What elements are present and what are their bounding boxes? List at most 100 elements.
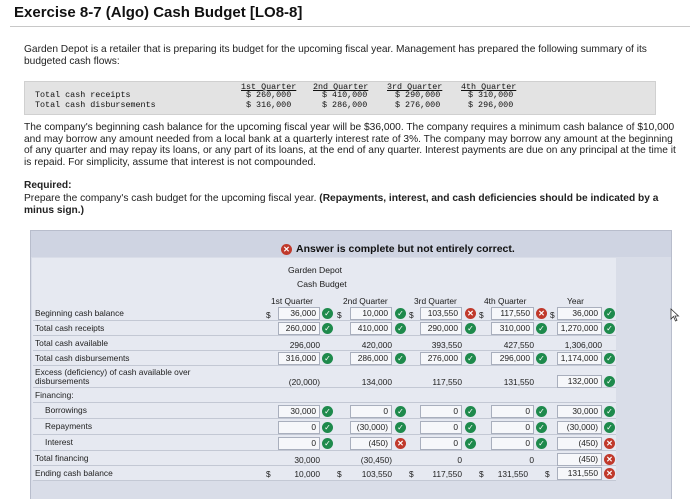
input-ending-year[interactable]: 131,550	[557, 467, 602, 480]
input-receipts-year[interactable]: 1,270,000	[557, 322, 602, 335]
row-label: Excess (deficiency) of cash available ov…	[35, 367, 191, 377]
value-excess-q3: 117,550	[432, 377, 462, 387]
summary-cell: $ 290,000	[395, 90, 441, 100]
row-cash-disbursements: Total cash disbursements	[33, 351, 616, 366]
value-ending-q2: 103,550	[361, 469, 392, 479]
mouse-cursor-icon	[670, 308, 680, 322]
summary-row-label: Total cash disbursements	[35, 100, 156, 110]
input-excess-year[interactable]: 132,000	[557, 375, 602, 388]
row-label: Beginning cash balance	[35, 308, 124, 318]
required-text: Prepare the company's cash budget for th…	[24, 193, 664, 216]
check-circle-icon: ✓	[395, 422, 406, 433]
check-circle-icon: ✓	[604, 323, 615, 334]
summary-col-4: 4th Quarter	[461, 82, 517, 92]
currency-sign: $	[479, 310, 484, 320]
answer-banner: ✕ Answer is complete but not entirely co…	[281, 243, 515, 255]
input-disbursements-year[interactable]: 1,174,000	[557, 352, 602, 365]
row-cash-receipts: Total cash receipts	[33, 321, 616, 336]
input-repayments-q3[interactable]: 0	[420, 421, 462, 434]
input-interest-q3[interactable]: 0	[420, 437, 462, 450]
row-label: Interest	[45, 437, 73, 447]
row-label: Borrowings	[45, 405, 87, 415]
check-circle-icon: ✓	[536, 438, 547, 449]
divider	[10, 26, 690, 27]
page-title: Exercise 8-7 (Algo) Cash Budget [LO8-8]	[14, 4, 303, 21]
check-circle-icon: ✓	[536, 406, 547, 417]
input-beginning-q4[interactable]: 117,550	[491, 307, 534, 320]
answer-header	[31, 231, 671, 257]
currency-sign: $	[479, 469, 484, 479]
check-circle-icon: ✓	[322, 406, 333, 417]
value-financing-q4: 0	[529, 455, 534, 465]
input-repayments-q2[interactable]: (30,000)	[350, 421, 392, 434]
check-circle-icon: ✓	[536, 323, 547, 334]
row-interest: Interest	[33, 435, 616, 451]
value-ending-q1: 10,000	[294, 469, 320, 479]
currency-sign: $	[337, 310, 342, 320]
check-circle-icon: ✓	[395, 406, 406, 417]
input-receipts-q1[interactable]: 260,000	[278, 322, 320, 335]
x-circle-icon: ✕	[604, 438, 615, 449]
input-beginning-q1[interactable]: 36,000	[278, 307, 320, 320]
summary-cell: $ 316,000	[246, 100, 292, 110]
check-circle-icon: ✓	[395, 323, 406, 334]
input-disbursements-q3[interactable]: 276,000	[420, 352, 462, 365]
answer-banner-text: Answer is complete but not entirely corr…	[296, 243, 515, 255]
input-borrowings-q4[interactable]: 0	[491, 405, 534, 418]
row-label: Financing:	[35, 390, 74, 400]
currency-sign: $	[266, 310, 271, 320]
input-borrowings-year[interactable]: 30,000	[557, 405, 602, 418]
input-interest-year[interactable]: (450)	[557, 437, 602, 450]
check-circle-icon: ✓	[322, 308, 333, 319]
input-disbursements-q1[interactable]: 316,000	[278, 352, 320, 365]
input-interest-q4[interactable]: 0	[491, 437, 534, 450]
input-disbursements-q2[interactable]: 286,000	[350, 352, 392, 365]
check-circle-icon: ✓	[604, 353, 615, 364]
input-interest-q2[interactable]: (450)	[350, 437, 392, 450]
value-ending-q4: 131,550	[497, 469, 528, 479]
input-receipts-q3[interactable]: 290,000	[420, 322, 462, 335]
value-financing-q3: 0	[457, 455, 462, 465]
input-receipts-q2[interactable]: 410,000	[350, 322, 392, 335]
summary-cell: $ 410,000	[322, 90, 368, 100]
input-repayments-q4[interactable]: 0	[491, 421, 534, 434]
value-available-q2: 420,000	[361, 340, 392, 350]
check-circle-icon: ✓	[536, 422, 547, 433]
row-repayments: Repayments	[33, 419, 616, 435]
summary-col-1: 1st Quarter	[241, 82, 297, 92]
input-beginning-q3[interactable]: 103,550	[420, 307, 462, 320]
intro-text: Garden Depot is a retailer that is prepa…	[24, 44, 647, 67]
currency-sign: $	[550, 310, 555, 320]
summary-col-2: 2nd Quarter	[313, 82, 369, 92]
check-circle-icon: ✓	[395, 308, 406, 319]
x-circle-icon: ✕	[536, 308, 547, 319]
row-label: Ending cash balance	[35, 468, 113, 478]
value-excess-q1: (20,000)	[288, 377, 320, 387]
value-excess-q4: 131,550	[503, 377, 534, 387]
input-interest-q1[interactable]: 0	[278, 437, 320, 450]
input-financing-year[interactable]: (450)	[557, 453, 602, 466]
row-excess-deficiency: Excess (deficiency) of cash available ov…	[33, 366, 616, 388]
input-borrowings-q3[interactable]: 0	[420, 405, 462, 418]
check-circle-icon: ✓	[465, 323, 476, 334]
col-header-q3: 3rd Quarter	[414, 296, 457, 306]
row-label: Repayments	[45, 421, 93, 431]
input-repayments-q1[interactable]: 0	[278, 421, 320, 434]
currency-sign: $	[545, 469, 550, 479]
check-circle-icon: ✓	[465, 422, 476, 433]
row-label: Total cash receipts	[35, 323, 105, 333]
required-instruction: Prepare the company's cash budget for th…	[24, 193, 320, 204]
input-repayments-year[interactable]: (30,000)	[557, 421, 602, 434]
input-receipts-q4[interactable]: 310,000	[491, 322, 534, 335]
currency-sign: $	[266, 469, 271, 479]
budget-name: Cash Budget	[297, 279, 347, 289]
input-borrowings-q2[interactable]: 0	[350, 405, 392, 418]
input-disbursements-q4[interactable]: 296,000	[491, 352, 534, 365]
summary-cell: $ 276,000	[395, 100, 441, 110]
input-beginning-year[interactable]: 36,000	[557, 307, 602, 320]
input-borrowings-q1[interactable]: 30,000	[278, 405, 320, 418]
input-beginning-q2[interactable]: 10,000	[350, 307, 392, 320]
check-circle-icon: ✓	[395, 353, 406, 364]
check-circle-icon: ✓	[322, 438, 333, 449]
check-circle-icon: ✓	[536, 353, 547, 364]
